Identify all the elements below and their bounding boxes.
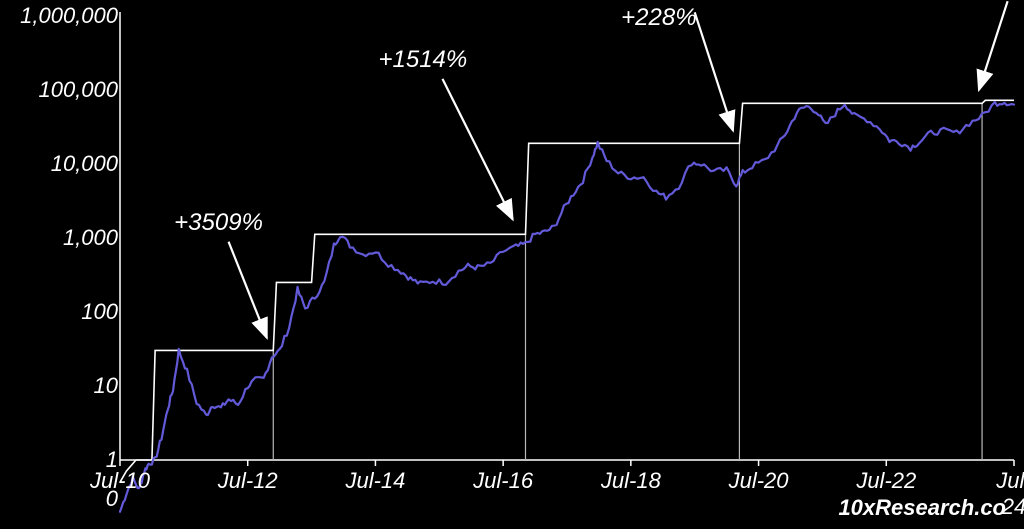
ytick-label: 100,000: [8, 77, 118, 103]
xtick-label: Jul-10: [90, 468, 150, 494]
ytick-label: 1,000,000: [8, 3, 118, 29]
chart-container: 1,000,000100,00010,0001,0001001010Jul-10…: [0, 0, 1024, 529]
xtick-label: Jul-20: [729, 468, 789, 494]
xtick-label: Jul-18: [601, 468, 661, 494]
watermark: 10xResearch.co: [838, 495, 1006, 521]
ytick-label: 1,000: [8, 225, 118, 251]
annotation-label: +228%: [621, 4, 696, 32]
ytick-label: 10,000: [8, 151, 118, 177]
annotation-label: +3509%: [174, 209, 263, 237]
xtick-label: Jul-14: [345, 468, 405, 494]
ytick-label: 100: [8, 299, 118, 325]
ytick-label: 10: [8, 373, 118, 399]
xtick-label: Jul-22: [856, 468, 916, 494]
xtick-label: Jul-12: [218, 468, 278, 494]
annotation-label: +1514%: [379, 46, 468, 74]
plot-svg: [0, 0, 1024, 529]
xtick-label: Jul-16: [473, 468, 533, 494]
